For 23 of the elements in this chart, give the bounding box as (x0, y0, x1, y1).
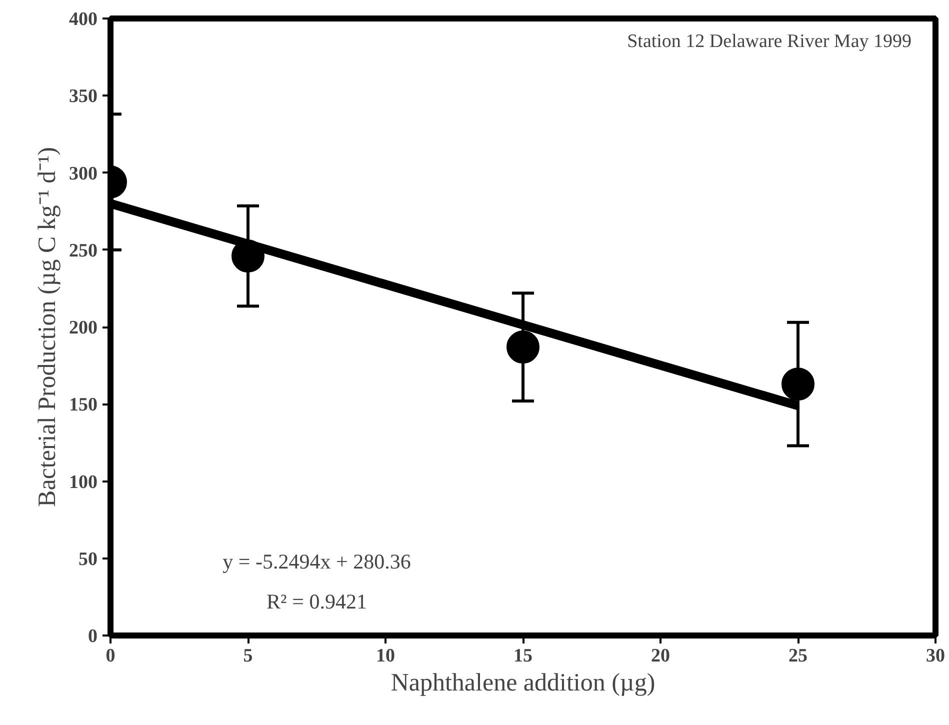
x-axis-title: Naphthalene addition (µg) (390, 670, 656, 696)
y-tick-label: 350 (69, 86, 98, 108)
y-tick-label: 100 (69, 472, 98, 493)
x-tick-label: 5 (243, 646, 253, 666)
x-tick-label: 20 (651, 646, 670, 666)
y-tick-label: 200 (69, 318, 98, 338)
x-tick-label: 0 (106, 646, 116, 666)
point (782, 368, 814, 401)
y-axis-title: Bacterial Production (µg C kg⁻¹ d⁻¹) (34, 147, 61, 507)
y-tick-label: 50 (78, 548, 98, 570)
annotation: Station 12 Delaware River May 1999 (627, 31, 912, 52)
x-tick-label: 30 (926, 646, 945, 666)
x-tick-label: 10 (376, 646, 395, 666)
point (506, 330, 540, 364)
y-tick-label: 0 (88, 626, 98, 647)
annotation: y = -5.2494x + 280.36 (222, 549, 411, 574)
x-tick-label: 25 (788, 646, 808, 666)
y-tick-label: 150 (69, 394, 98, 416)
x-tick-label: 15 (514, 646, 532, 666)
y-tick-label: 300 (69, 163, 98, 184)
y-tick-label: 400 (69, 9, 98, 30)
annotation: R² = 0.9421 (266, 590, 367, 614)
y-tick-label: 250 (69, 240, 98, 262)
